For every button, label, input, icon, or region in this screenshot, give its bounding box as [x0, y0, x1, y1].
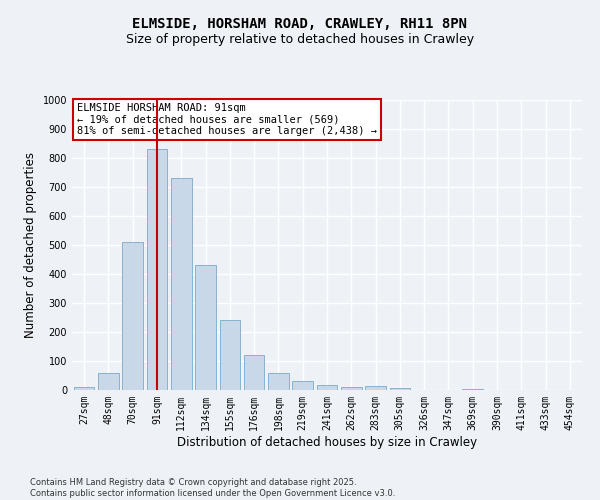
Bar [146, 150, 167, 390]
Bar [171, 178, 191, 390]
Y-axis label: Number of detached properties: Number of detached properties [24, 152, 37, 338]
Bar [195, 266, 216, 390]
Bar [463, 388, 483, 390]
Bar [317, 385, 337, 390]
X-axis label: Distribution of detached houses by size in Crawley: Distribution of detached houses by size … [177, 436, 477, 448]
Bar [244, 355, 265, 390]
Bar [220, 320, 240, 390]
Bar [98, 372, 119, 390]
Bar [365, 386, 386, 390]
Text: ELMSIDE, HORSHAM ROAD, CRAWLEY, RH11 8PN: ELMSIDE, HORSHAM ROAD, CRAWLEY, RH11 8PN [133, 18, 467, 32]
Text: Size of property relative to detached houses in Crawley: Size of property relative to detached ho… [126, 32, 474, 46]
Bar [122, 242, 143, 390]
Bar [268, 373, 289, 390]
Bar [341, 387, 362, 390]
Bar [292, 380, 313, 390]
Bar [389, 388, 410, 390]
Text: Contains HM Land Registry data © Crown copyright and database right 2025.
Contai: Contains HM Land Registry data © Crown c… [30, 478, 395, 498]
Text: ELMSIDE HORSHAM ROAD: 91sqm
← 19% of detached houses are smaller (569)
81% of se: ELMSIDE HORSHAM ROAD: 91sqm ← 19% of det… [77, 103, 377, 136]
Bar [74, 387, 94, 390]
